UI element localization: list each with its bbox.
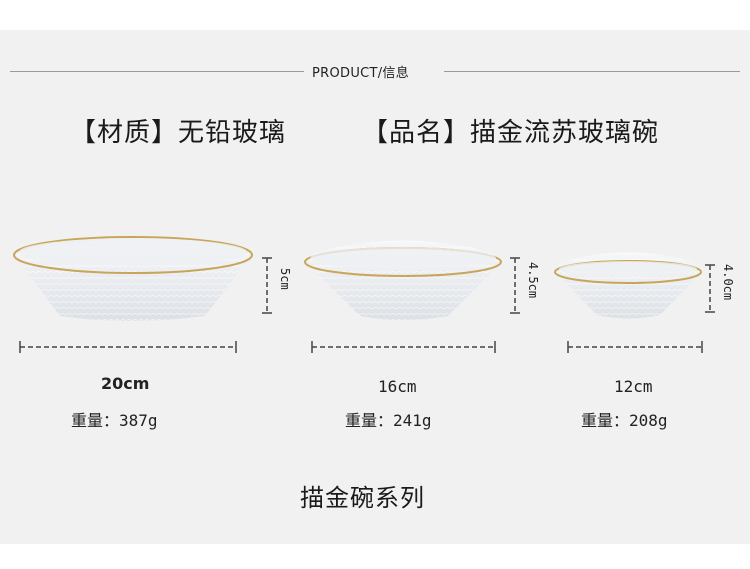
diameter-label-medium: 16cm: [378, 377, 417, 396]
height-bracket-medium: [510, 257, 520, 314]
bowl-large: [13, 236, 253, 321]
diameter-label-small: 12cm: [614, 377, 653, 396]
height-bracket-large: [262, 257, 272, 314]
material-label: 【材质】无铅玻璃: [70, 118, 287, 148]
height-label-medium: 4.5cm: [526, 262, 540, 299]
series-title: 描金碗系列: [300, 484, 425, 512]
weight-label-large: 重量：387g: [71, 411, 158, 430]
weight-label-small: 重量：208g: [581, 411, 668, 430]
section-title: PRODUCT/信息: [312, 66, 410, 81]
weight-label-medium: 重量：241g: [345, 411, 432, 430]
height-label-large: 5cm: [278, 268, 292, 290]
diameter-label-large: 20cm: [101, 374, 150, 393]
height-label-small: 4.0cm: [721, 264, 735, 301]
width-bracket-small: [567, 341, 703, 353]
bowl-small: [554, 252, 702, 319]
height-bracket-small: [705, 264, 715, 313]
divider-left: [10, 71, 304, 72]
width-bracket-medium: [311, 341, 496, 353]
bowl-medium: [304, 240, 502, 320]
divider-right: [444, 71, 740, 72]
product-name-label: 【品名】描金流苏玻璃碗: [362, 118, 660, 148]
width-bracket-large: [19, 341, 237, 353]
